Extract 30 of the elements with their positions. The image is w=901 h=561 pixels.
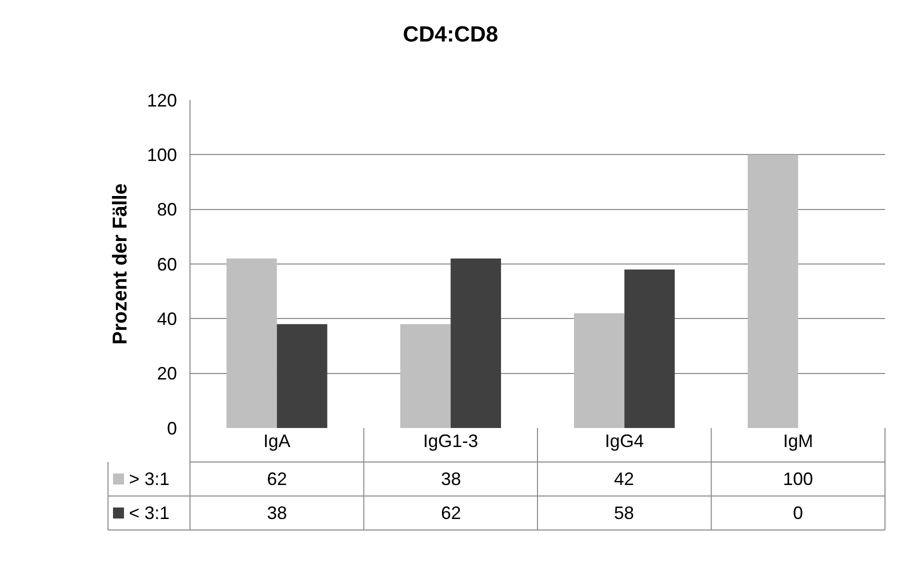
bar (574, 313, 624, 428)
y-tick-label: 100 (146, 144, 177, 165)
data-label: 62 (267, 469, 288, 489)
data-label: 0 (793, 503, 804, 523)
legend-label: < 3:1 (129, 503, 170, 523)
bar (624, 269, 675, 428)
x-tick-label: IgG1-3 (423, 431, 478, 451)
bar (226, 258, 277, 428)
y-tick-label: 60 (156, 254, 177, 274)
data-label: 38 (267, 503, 288, 523)
y-tick-label: 80 (156, 200, 177, 220)
x-tick-label: IgM (783, 431, 814, 451)
x-tick-label: IgG4 (604, 431, 644, 451)
data-label: 62 (441, 503, 462, 523)
bar (400, 324, 451, 428)
legend-label: > 3:1 (129, 469, 170, 489)
y-tick-label: 120 (146, 90, 177, 110)
data-label: 38 (441, 469, 462, 489)
bar (450, 258, 502, 428)
bar (276, 324, 328, 428)
y-tick-label: 0 (166, 418, 177, 438)
chart-title: CD4:CD8 (402, 21, 498, 46)
data-label: 42 (614, 469, 634, 489)
x-tick-label: IgA (263, 431, 290, 451)
data-label: 100 (783, 469, 814, 489)
y-tick-label: 40 (156, 308, 177, 329)
y-axis-title: Prozent der Fälle (109, 183, 132, 345)
bar (748, 154, 798, 428)
y-tick-label: 20 (156, 364, 177, 384)
data-label: 58 (614, 503, 634, 523)
